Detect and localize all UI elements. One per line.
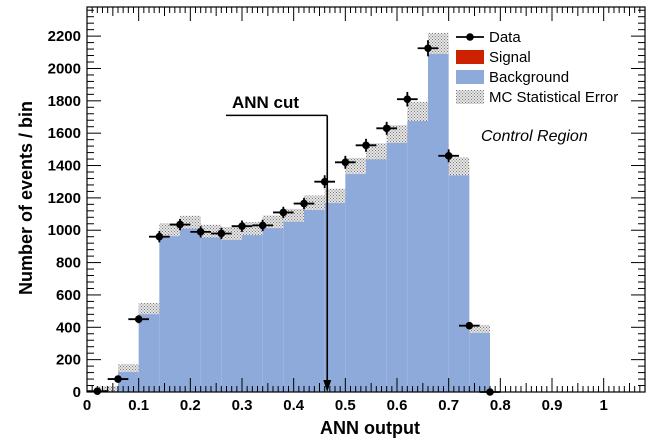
x-tick-label: 0.9 — [542, 397, 563, 414]
x-tick-label: 0.7 — [438, 397, 459, 414]
background-bar — [366, 155, 387, 392]
background-bar — [159, 231, 180, 392]
background-bar — [200, 232, 222, 392]
legend-label: Data — [489, 29, 521, 46]
data-point — [320, 177, 329, 186]
annotation-text: ANN cut — [232, 93, 299, 112]
legend-label: Background — [489, 69, 569, 86]
background-bar — [138, 309, 160, 392]
mc-error-band — [407, 101, 428, 122]
legend-item: Signal — [456, 49, 531, 66]
data-point — [341, 158, 350, 167]
y-tick-label: 800 — [56, 255, 81, 272]
data-point — [238, 222, 246, 230]
data-point — [382, 124, 391, 133]
mc-error-band — [138, 303, 160, 315]
background-bar — [180, 223, 201, 392]
data-point — [300, 199, 308, 208]
data-point — [444, 152, 453, 160]
data-point — [196, 228, 205, 236]
x-tick-label: 0 — [83, 397, 91, 414]
y-tick-label: 0 — [73, 384, 81, 401]
legend-signal-swatch — [456, 50, 484, 64]
cut-arrow-head — [323, 380, 332, 392]
background-bar — [386, 138, 408, 392]
y-tick-label: 2200 — [48, 28, 81, 45]
data-point — [403, 95, 412, 104]
background-bar — [283, 217, 304, 392]
data-point — [279, 208, 288, 217]
data-point — [486, 388, 494, 396]
histogram-bars — [97, 43, 490, 392]
data-points — [87, 40, 501, 396]
background-bar — [448, 171, 470, 392]
data-point — [465, 321, 474, 330]
background-bar — [407, 117, 428, 392]
background-bar — [262, 223, 284, 392]
legend-mc-error-swatch — [456, 90, 484, 104]
x-tick-label: 0.5 — [335, 397, 356, 414]
x-tick-label: 1 — [599, 397, 607, 414]
y-tick-label: 200 — [56, 352, 81, 369]
y-tick-label: 1800 — [48, 93, 81, 110]
mc-error-band — [386, 125, 408, 143]
background-bar — [324, 198, 346, 392]
data-point — [155, 232, 164, 241]
data-point — [217, 229, 226, 238]
mc-error-band — [469, 324, 490, 333]
y-tick-label: 1000 — [48, 222, 81, 239]
x-tick-label: 0.8 — [490, 397, 511, 414]
plot-frame: 0 200 400 600 800 1000 1200 1400 1600 1800 2000 220… — [48, 6, 646, 414]
x-tick-label: 0.2 — [180, 397, 201, 414]
background-bar — [428, 49, 449, 392]
region-label: Control Region — [481, 128, 588, 145]
legend-label: Signal — [489, 49, 531, 66]
mc-error-band — [366, 143, 387, 160]
y-tick-label: 600 — [56, 287, 81, 304]
data-point — [258, 221, 267, 230]
y-tick-label: 2000 — [48, 60, 81, 77]
mc-error-band — [448, 157, 470, 176]
y-tick-label: 1200 — [48, 190, 81, 207]
background-bar — [304, 205, 325, 392]
legend: Data Signal Background MC Statistical Error — [456, 29, 618, 106]
background-bar — [345, 169, 366, 392]
x-tick-label: 0.6 — [387, 397, 408, 414]
mc-error-band — [159, 223, 180, 237]
data-point — [424, 44, 432, 53]
x-tick-label: 0.4 — [283, 397, 305, 414]
y-tick-label: 1600 — [48, 125, 81, 142]
data-point — [362, 141, 370, 150]
background-bar — [221, 235, 242, 392]
y-tick-label: 1400 — [48, 158, 81, 175]
x-tick-label: 0.1 — [128, 397, 149, 414]
legend-item: Data — [456, 29, 521, 46]
y-axis-title: Number of events / bin — [16, 101, 36, 295]
x-axis-title: ANN output — [320, 418, 420, 438]
background-bar — [242, 230, 263, 392]
y-tick-label: 400 — [56, 319, 81, 336]
background-bar — [469, 331, 490, 392]
data-point — [114, 375, 122, 383]
data-point — [134, 315, 143, 324]
legend-background-swatch — [456, 70, 484, 84]
data-point — [176, 220, 184, 229]
mc-error-band — [118, 364, 139, 373]
legend-item: MC Statistical Error — [456, 89, 618, 106]
data-point — [93, 387, 102, 395]
mc-error-band — [428, 32, 449, 54]
mc-error-band — [324, 188, 346, 204]
legend-label: MC Statistical Error — [489, 89, 618, 106]
legend-item: Background — [456, 69, 569, 86]
legend-data-marker — [466, 33, 474, 41]
x-tick-label: 0.3 — [232, 397, 253, 414]
cut-annotation: ANN cut — [226, 93, 332, 392]
